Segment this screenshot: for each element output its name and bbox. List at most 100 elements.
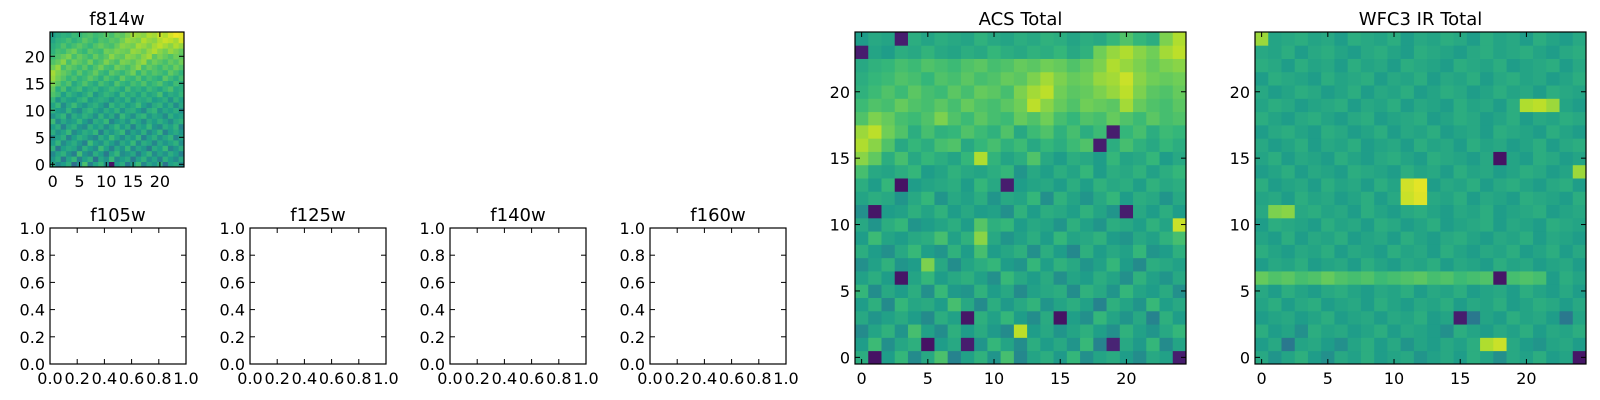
heatmap-cell — [1506, 244, 1521, 259]
heatmap-cell — [1519, 178, 1534, 192]
y-tick-label: 0.2 — [20, 328, 45, 347]
heatmap-cell — [1268, 85, 1282, 99]
heatmap-cell — [1453, 124, 1468, 139]
heatmap-cell — [1066, 32, 1081, 46]
heatmap-cell — [1000, 257, 1015, 272]
heatmap-cell — [178, 48, 185, 54]
heatmap-cell — [87, 96, 94, 103]
y-tick-label: 0.6 — [20, 273, 45, 292]
heatmap-cell — [1413, 138, 1428, 152]
heatmap-cell — [1040, 271, 1054, 285]
heatmap-cell — [76, 134, 83, 141]
heatmap-cell — [1440, 151, 1454, 166]
heatmap-cell — [1347, 310, 1362, 325]
heatmap-cell — [1480, 297, 1494, 312]
heatmap-cell — [1000, 111, 1015, 126]
heatmap-cell — [1387, 71, 1402, 86]
heatmap-cell — [114, 129, 121, 135]
x-tick-label: 0.2 — [64, 369, 89, 388]
heatmap-cell — [173, 102, 180, 108]
heatmap-cell — [1413, 231, 1428, 245]
heatmap-cell — [178, 75, 185, 81]
heatmap-cell — [1053, 204, 1068, 219]
heatmap-cell — [71, 134, 78, 141]
heatmap-cell — [114, 48, 121, 54]
heatmap-cell — [1440, 45, 1454, 59]
heatmap-cell — [1146, 164, 1160, 179]
heatmap-cell — [1053, 45, 1068, 59]
heatmap-cell — [146, 59, 153, 65]
heatmap-cell — [1040, 98, 1054, 113]
x-tick-label: 0.2 — [264, 369, 289, 388]
heatmap-cell — [881, 85, 896, 99]
heatmap-cell — [87, 91, 94, 98]
heatmap-cell — [960, 45, 975, 59]
heatmap-cell — [1040, 310, 1054, 325]
heatmap-cell — [1572, 350, 1587, 365]
heatmap-cell — [66, 91, 72, 98]
heatmap-cell — [151, 64, 158, 71]
heatmap-cell — [1453, 45, 1468, 59]
heatmap-cell — [921, 310, 935, 325]
heatmap-cell — [157, 156, 163, 162]
heatmap-cell — [894, 324, 909, 338]
heatmap-cell — [1066, 151, 1081, 166]
heatmap-cell — [1281, 244, 1296, 259]
heatmap-cell — [125, 91, 131, 98]
x-tick-label: 5 — [1323, 369, 1333, 388]
x-tick-label: 0.6 — [719, 369, 744, 388]
heatmap-cell — [141, 113, 147, 119]
heatmap-cell — [82, 86, 88, 92]
heatmap-cell — [1027, 217, 1041, 232]
heatmap-cell — [1506, 191, 1521, 206]
heatmap-cell — [1013, 217, 1028, 232]
heatmap-cell — [1281, 85, 1296, 99]
heatmap-cell — [108, 96, 115, 103]
heatmap-cell — [1572, 244, 1587, 259]
heatmap-cell — [1334, 138, 1349, 152]
heatmap-cell — [1533, 124, 1547, 139]
heatmap-cell — [1413, 324, 1428, 338]
heatmap-cell — [1307, 284, 1322, 298]
heatmap-cell — [1133, 71, 1147, 86]
heatmap-cell — [947, 337, 962, 352]
heatmap-cell — [1307, 71, 1322, 86]
heatmap-cell — [894, 32, 909, 46]
heatmap-cell — [974, 337, 988, 352]
heatmap-cell — [960, 111, 975, 126]
heatmap-cell — [1255, 324, 1269, 338]
heatmap-cell — [178, 32, 185, 38]
heatmap-cell — [1453, 98, 1468, 113]
heatmap-cell — [1360, 151, 1375, 166]
heatmap-cell — [1559, 257, 1574, 272]
heatmap-cell — [1013, 124, 1028, 139]
heatmap-cell — [173, 86, 180, 92]
heatmap-cell — [60, 118, 67, 125]
heatmap-cell — [1040, 191, 1054, 206]
heatmap-cell — [60, 53, 67, 60]
heatmap-cell — [157, 48, 163, 54]
heatmap-cell — [1506, 204, 1521, 219]
heatmap-cell — [1572, 257, 1587, 272]
heatmap-cell — [1146, 111, 1160, 126]
heatmap-cell — [1480, 138, 1494, 152]
heatmap-cell — [1559, 297, 1574, 312]
x-tick-label: 15 — [1450, 369, 1470, 388]
heatmap-cell — [1493, 124, 1507, 139]
heatmap-cell — [98, 123, 104, 130]
heatmap-cell — [162, 156, 169, 162]
heatmap-cell — [167, 96, 174, 103]
heatmap-cell — [868, 310, 882, 325]
heatmap-cell — [1106, 164, 1121, 179]
heatmap-cell — [66, 86, 72, 92]
y-tick-label: 0 — [1240, 348, 1250, 367]
heatmap-cell — [1268, 231, 1282, 245]
heatmap-cell — [1093, 324, 1107, 338]
heatmap-cell — [1400, 337, 1415, 352]
heatmap-cell — [1255, 151, 1269, 166]
heatmap-cell — [178, 59, 185, 65]
heatmap-cell — [141, 140, 147, 146]
heatmap-cell — [1268, 284, 1282, 298]
heatmap-cell — [1321, 284, 1335, 298]
heatmap-cell — [92, 75, 99, 81]
